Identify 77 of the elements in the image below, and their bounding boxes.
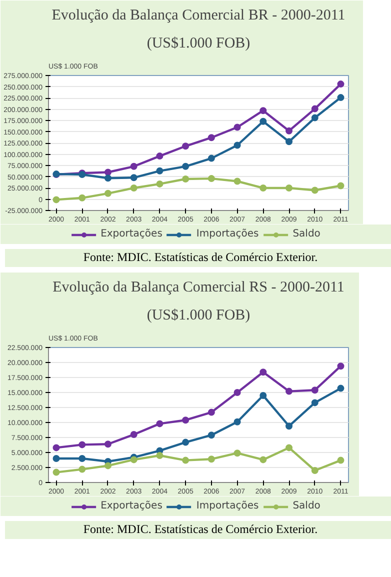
point bbox=[78, 194, 86, 202]
point bbox=[286, 388, 293, 395]
legend-label: Saldo bbox=[292, 228, 320, 240]
point bbox=[156, 152, 164, 160]
source-note: Fonte: MDIC. Estatísticas de Comércio Exterior. bbox=[83, 249, 318, 266]
point bbox=[156, 420, 164, 428]
point bbox=[130, 162, 138, 170]
point bbox=[337, 80, 344, 88]
point bbox=[260, 392, 267, 399]
point bbox=[337, 362, 344, 370]
point bbox=[104, 168, 112, 176]
point bbox=[104, 462, 112, 470]
point bbox=[260, 107, 267, 114]
point bbox=[311, 399, 318, 406]
point bbox=[208, 154, 215, 162]
point bbox=[337, 182, 344, 190]
point bbox=[78, 455, 86, 462]
point bbox=[104, 440, 112, 448]
legend-label: Exportações bbox=[100, 228, 162, 240]
point bbox=[311, 386, 318, 394]
point bbox=[182, 176, 190, 182]
point bbox=[156, 167, 164, 174]
point bbox=[234, 418, 241, 426]
chart-subtitle: (US$1.000 FOB) bbox=[146, 308, 250, 324]
point bbox=[208, 456, 215, 463]
point bbox=[234, 178, 241, 185]
point bbox=[234, 124, 241, 131]
legend-label: Importações bbox=[196, 500, 259, 512]
point bbox=[234, 389, 241, 396]
point bbox=[78, 466, 86, 473]
point bbox=[182, 456, 190, 464]
point bbox=[182, 416, 190, 424]
point bbox=[337, 94, 344, 102]
point bbox=[52, 196, 60, 204]
point bbox=[260, 368, 267, 376]
point bbox=[208, 408, 215, 416]
point bbox=[311, 467, 318, 474]
point bbox=[337, 384, 344, 392]
point bbox=[52, 455, 60, 462]
point bbox=[78, 441, 86, 448]
point bbox=[130, 431, 138, 438]
point bbox=[156, 452, 164, 459]
point bbox=[311, 186, 318, 194]
point bbox=[208, 134, 215, 142]
point bbox=[234, 450, 241, 457]
point bbox=[182, 438, 190, 446]
chart-subtitle: (US$1.000 FOB) bbox=[146, 36, 250, 52]
point bbox=[104, 174, 112, 182]
point bbox=[286, 127, 293, 134]
chart-title: Evolução da Balança Comercial RS - 2000-2011 bbox=[52, 280, 344, 296]
point bbox=[286, 422, 293, 430]
legend-label: Importações bbox=[196, 228, 259, 240]
point bbox=[234, 142, 241, 149]
point bbox=[311, 114, 318, 122]
point bbox=[260, 184, 267, 192]
point bbox=[52, 468, 60, 476]
point bbox=[182, 142, 190, 150]
point bbox=[260, 118, 267, 125]
source-note: Fonte: MDIC. Estatísticas de Comércio Exterior. bbox=[83, 521, 318, 538]
point bbox=[208, 432, 215, 439]
point bbox=[208, 175, 215, 182]
point bbox=[104, 190, 112, 197]
point bbox=[182, 162, 190, 170]
chart-title: Evolução da Balança Comercial BR - 2000-2011 bbox=[52, 8, 346, 24]
point bbox=[130, 174, 138, 182]
point bbox=[286, 138, 293, 146]
point bbox=[337, 456, 344, 464]
point bbox=[130, 184, 138, 192]
point bbox=[156, 180, 164, 188]
point bbox=[286, 444, 293, 452]
point bbox=[260, 456, 267, 464]
point bbox=[286, 184, 293, 192]
point bbox=[52, 444, 60, 452]
point bbox=[311, 105, 318, 112]
point bbox=[130, 456, 138, 464]
legend-label: Saldo bbox=[292, 500, 320, 512]
legend-label: Exportações bbox=[100, 500, 162, 512]
